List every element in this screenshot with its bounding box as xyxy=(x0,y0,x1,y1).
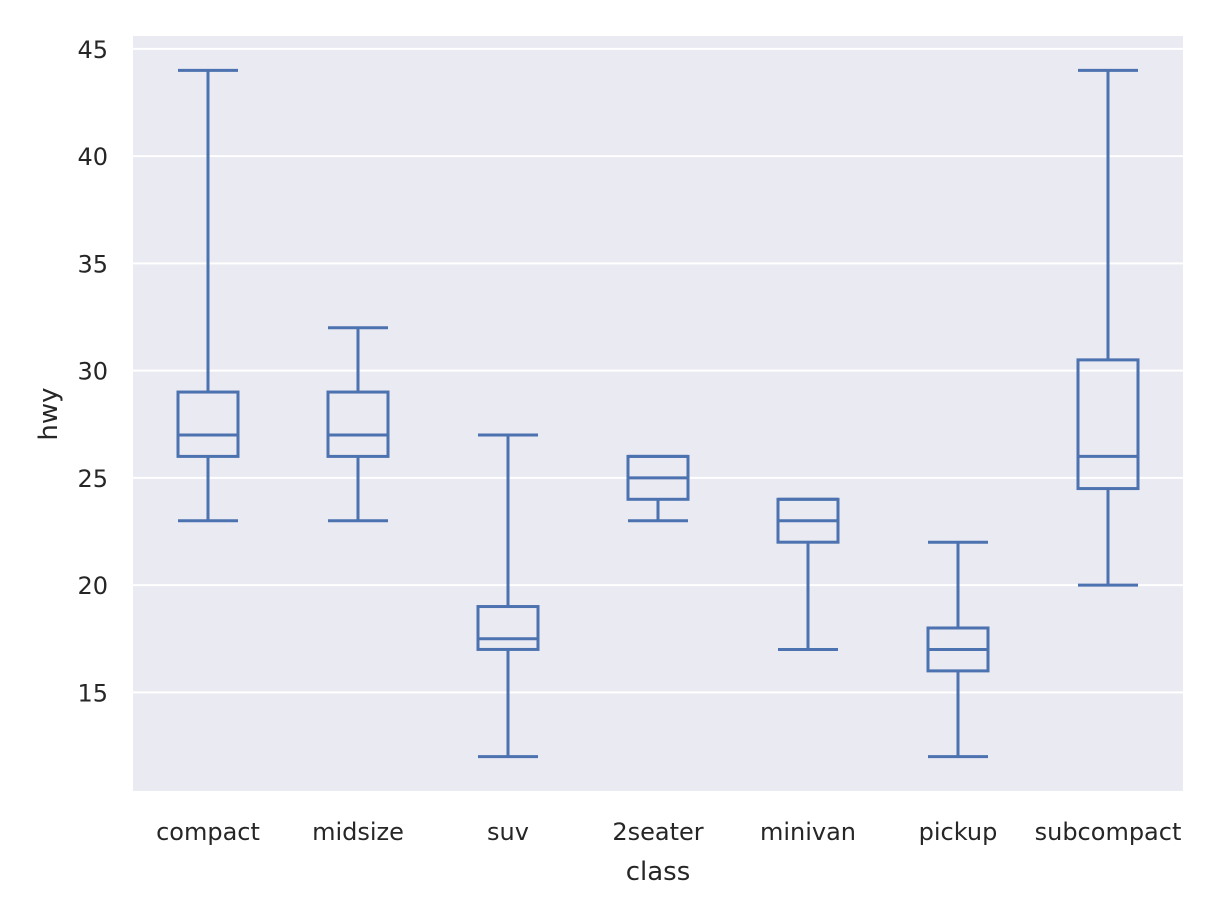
x-tick-label: minivan xyxy=(760,818,856,846)
plot-area xyxy=(133,36,1183,791)
box-iqr xyxy=(326,390,390,458)
y-tick-label: 35 xyxy=(77,250,108,278)
y-tick-label: 20 xyxy=(77,572,108,600)
box-2seater xyxy=(626,454,690,523)
box-iqr xyxy=(1076,358,1140,491)
y-tick-labels: 15 20 25 30 35 40 45 xyxy=(77,36,108,707)
y-tick-label: 15 xyxy=(77,679,108,707)
x-tick-labels: compact midsize suv 2seater minivan pickup sub… xyxy=(156,818,1181,846)
y-tick-label: 25 xyxy=(77,465,108,493)
y-tick-label: 30 xyxy=(77,358,108,386)
box-minivan xyxy=(776,497,840,651)
x-tick-label: midsize xyxy=(312,818,404,846)
box-compact xyxy=(176,68,240,523)
x-tick-label: suv xyxy=(487,818,529,846)
box-subcompact xyxy=(1076,68,1140,587)
y-tick-label: 45 xyxy=(77,36,108,64)
box-midsize xyxy=(326,326,390,523)
y-axis-label: hwy xyxy=(34,387,64,440)
y-tick-label: 40 xyxy=(77,143,108,171)
boxes xyxy=(176,68,1140,759)
box-iqr xyxy=(476,605,540,651)
box-pickup xyxy=(926,540,990,759)
box-suv xyxy=(476,433,540,759)
x-tick-label: compact xyxy=(156,818,260,846)
x-tick-label: pickup xyxy=(919,818,998,846)
x-axis-label: class xyxy=(626,857,691,887)
box-iqr xyxy=(176,390,240,458)
x-tick-label: 2seater xyxy=(612,818,703,846)
x-tick-label: subcompact xyxy=(1035,818,1182,846)
